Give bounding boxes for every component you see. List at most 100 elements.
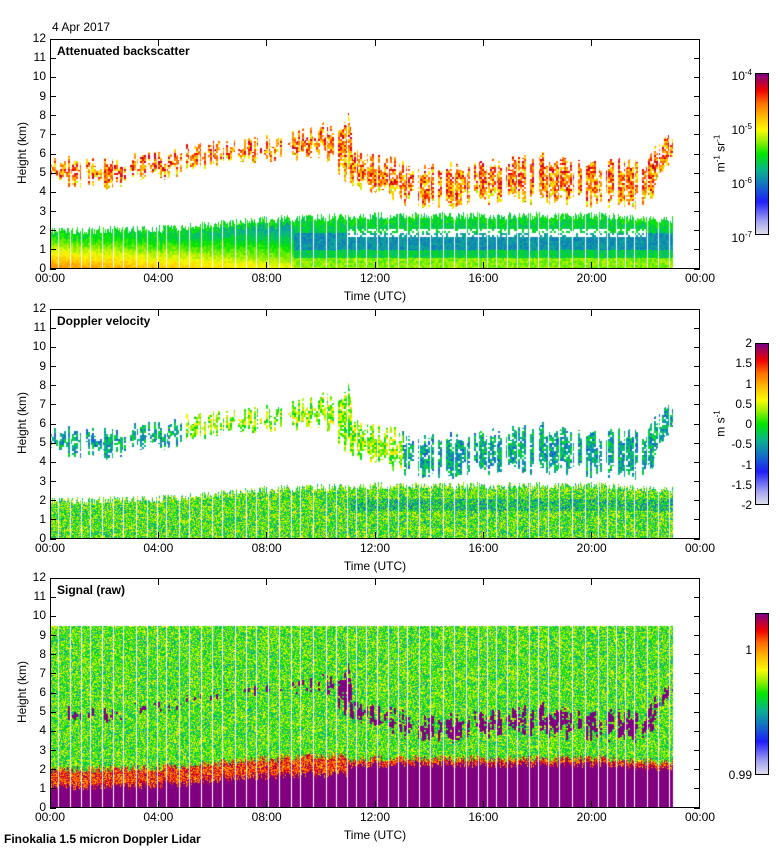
y-tick-mark [50, 654, 56, 656]
y-axis-label: Height (km) [15, 661, 29, 724]
y-tick-mark [694, 654, 700, 656]
x-tick-mark [482, 309, 484, 316]
x-tick-mark [374, 532, 376, 539]
x-tick-mark [157, 532, 159, 539]
x-axis-label: Time (UTC) [343, 828, 407, 842]
y-tick-mark [694, 500, 700, 502]
y-tick-mark [50, 346, 56, 348]
y-tick-mark [50, 327, 56, 329]
x-tick-mark [591, 309, 593, 316]
x-tick-mark [157, 309, 159, 316]
x-tick-label: 04:00 [143, 541, 174, 555]
y-tick-label: 6 [39, 146, 46, 160]
y-tick-label: 11 [33, 50, 46, 65]
x-tick-mark [374, 801, 376, 808]
y-tick-mark [50, 481, 56, 482]
unit-base: sr [713, 141, 728, 156]
x-tick-mark [374, 39, 376, 46]
tick-base: 10 [731, 69, 745, 83]
y-tick-label: 9 [39, 358, 46, 373]
colorbar-tick-label: 10-5 [712, 121, 752, 136]
y-tick-mark [50, 442, 56, 444]
y-tick-mark [50, 788, 56, 790]
y-tick-mark [694, 153, 700, 155]
y-tick-mark [50, 57, 56, 59]
x-tick-mark [266, 801, 268, 808]
y-tick-mark [50, 538, 56, 540]
x-tick-label: 08:00 [251, 810, 282, 824]
y-tick-mark [694, 596, 700, 598]
y-tick-label: 10 [32, 339, 46, 354]
colorbar-tick-label: 10-6 [712, 175, 752, 190]
y-tick-mark [694, 519, 700, 521]
y-tick-mark [50, 249, 56, 251]
y-tick-label: 4 [39, 454, 46, 469]
x-tick-label: 04:00 [143, 271, 174, 285]
x-tick-mark [482, 578, 484, 585]
y-tick-mark [694, 268, 700, 270]
y-tick-mark [50, 76, 56, 78]
tick-base: 10 [731, 231, 745, 245]
colorbar [755, 343, 769, 505]
y-tick-mark [694, 730, 700, 732]
y-tick-mark [50, 230, 56, 232]
y-tick-mark [694, 750, 700, 751]
colorbar [755, 613, 769, 775]
y-tick-label: 1 [39, 511, 46, 526]
y-tick-mark [50, 96, 56, 97]
x-tick-mark [482, 262, 484, 269]
y-tick-mark [694, 38, 700, 40]
x-tick-label: 00:00 [34, 541, 66, 555]
x-tick-label: 12:00 [359, 271, 391, 285]
colorbar [755, 73, 769, 235]
y-tick-label: 6 [39, 416, 46, 430]
x-tick-label: 16:00 [468, 810, 499, 824]
y-tick-label: 10 [32, 608, 46, 623]
y-tick-mark [50, 366, 56, 367]
y-tick-mark [694, 635, 700, 636]
panel-title: Attenuated backscatter [57, 44, 190, 58]
colorbar-tick-label: 1 [745, 643, 752, 658]
y-tick-label: 9 [39, 627, 46, 642]
y-tick-label: 7 [39, 126, 46, 141]
x-tick-label: 04:00 [143, 810, 174, 824]
x-tick-label: 20:00 [576, 810, 607, 824]
x-tick-label: 08:00 [251, 541, 282, 555]
unit-base: s [713, 417, 728, 427]
y-axis-label: Height (km) [15, 122, 29, 185]
y-tick-label: 5 [39, 165, 46, 180]
y-tick-mark [50, 577, 56, 579]
x-tick-label: 20:00 [576, 271, 607, 285]
colorbar-tick-label: 10-4 [712, 67, 752, 82]
y-tick-label: 3 [39, 203, 46, 218]
y-tick-mark [694, 191, 700, 193]
y-tick-label: 0 [39, 800, 46, 814]
y-tick-mark [694, 807, 700, 809]
x-tick-mark [591, 578, 593, 585]
y-tick-label: 3 [39, 742, 46, 757]
tick-exponent: -7 [744, 230, 752, 239]
x-tick-mark [482, 532, 484, 539]
y-tick-mark [694, 230, 700, 232]
y-tick-label: 0 [39, 261, 46, 275]
x-tick-label: 00:00 [684, 810, 716, 824]
y-tick-mark [694, 115, 700, 117]
y-tick-label: 7 [39, 665, 46, 680]
x-tick-mark [157, 262, 159, 269]
y-tick-mark [50, 730, 56, 732]
y-tick-mark [50, 461, 56, 463]
colorbar-unit-label: m-1 sr-1 [713, 114, 728, 194]
y-tick-mark [50, 385, 56, 387]
y-tick-mark [50, 500, 56, 502]
y-tick-mark [694, 249, 700, 251]
x-axis-label: Time (UTC) [343, 289, 407, 303]
y-tick-mark [50, 211, 56, 212]
y-tick-label: 9 [39, 88, 46, 103]
y-tick-label: 3 [39, 473, 46, 488]
x-tick-mark [591, 532, 593, 539]
unit-exponent: -1 [712, 155, 722, 163]
instrument-label: Finokalia 1.5 micron Doppler Lidar [4, 832, 201, 846]
unit-exponent: -1 [712, 410, 722, 418]
y-tick-mark [50, 615, 56, 617]
y-tick-label: 8 [39, 377, 46, 392]
